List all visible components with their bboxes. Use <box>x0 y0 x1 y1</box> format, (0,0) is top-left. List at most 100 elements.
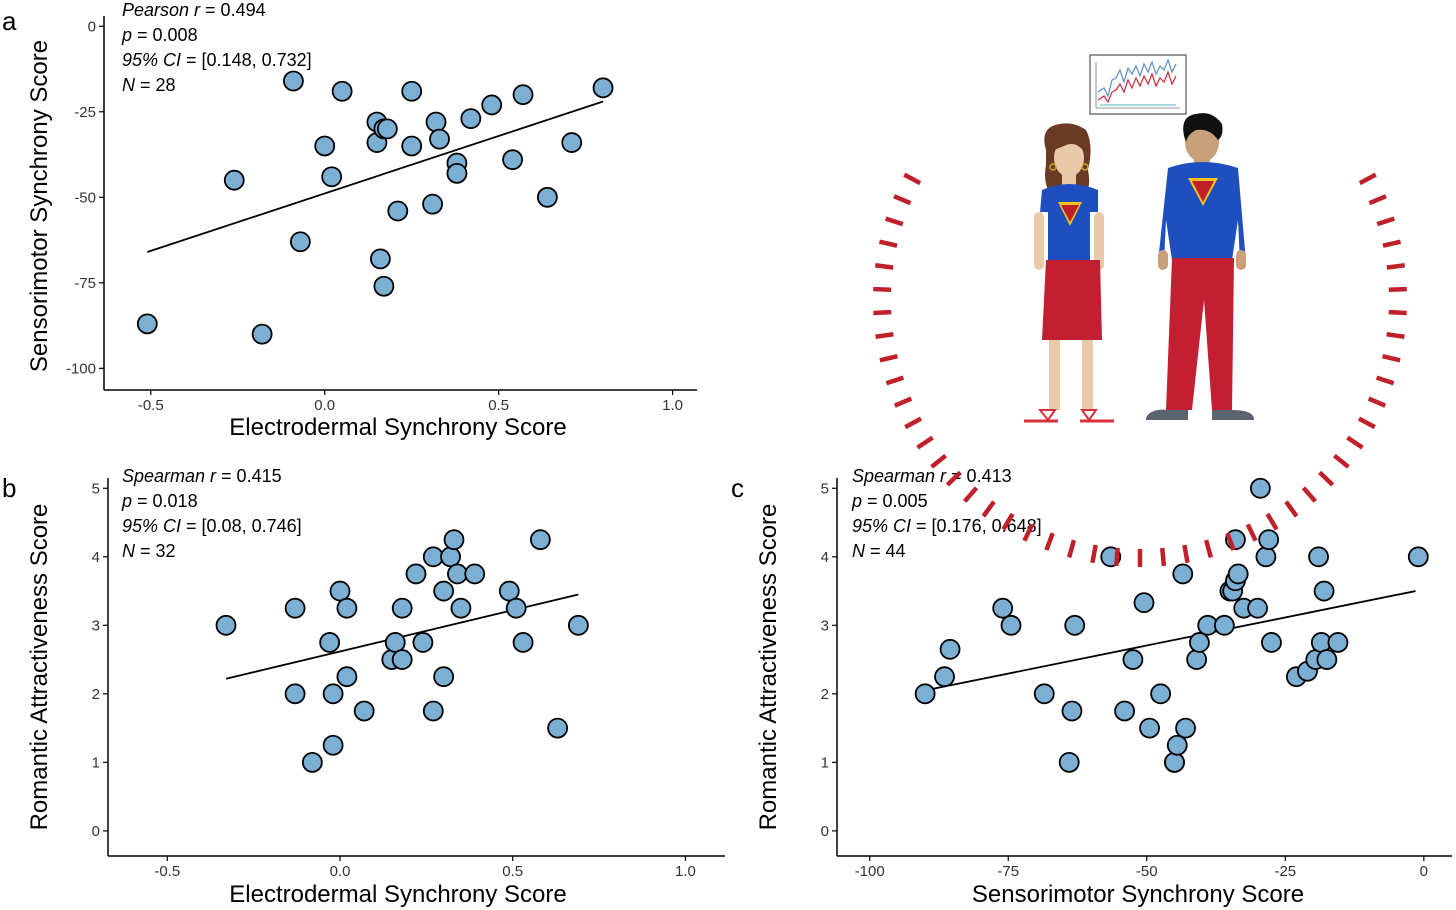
panel-a-point <box>387 200 409 222</box>
panel-b-point <box>447 563 468 585</box>
panel-b-point <box>443 529 465 551</box>
panel-c-scatter: 0 1 2 3 4 5 -100 -75 -50 -25 0 Sensorimotor Synchr… <box>755 466 1452 908</box>
panel-a-ticks: 0 -25 -50 -75 -100 -0.5 0.0 0.5 1.0 <box>66 18 683 414</box>
panel-letter-c: c <box>731 473 744 503</box>
panel-c-point <box>992 597 1014 619</box>
panel-b-point <box>498 580 520 602</box>
panel-a-point <box>136 313 158 335</box>
panel-a-point <box>401 80 423 102</box>
panel-c-xtick-label: 0 <box>1420 863 1428 880</box>
panel-a-point <box>425 111 447 133</box>
arc-dash <box>903 172 922 186</box>
arc-dash <box>1044 532 1055 551</box>
arc-dash <box>878 239 898 248</box>
panel-b-point <box>384 632 406 653</box>
panel-b-point <box>567 614 589 636</box>
panel-b-scatter: 0 1 2 3 4 5 -0.5 0.0 0.5 1.0 Electrodermal Synchr… <box>26 466 725 908</box>
panel-b-point <box>301 751 323 773</box>
panel-a-stat-p: p = 0.008 <box>121 25 198 45</box>
arc-dash <box>1160 547 1167 567</box>
arc-dash <box>930 453 948 469</box>
arc-dash <box>1346 435 1364 450</box>
panel-b-point <box>440 546 461 568</box>
panel-a-point <box>481 94 503 116</box>
panel-a-y-title: Sensorimotor Synchrony Score <box>26 40 53 372</box>
man-figure <box>1146 113 1254 420</box>
panel-c-points <box>914 477 1429 773</box>
panel-a-point <box>373 275 395 297</box>
arc-dash <box>1001 512 1015 531</box>
panel-c-y-title: Romantic Attractiveness Score <box>755 504 782 831</box>
panel-a-points <box>136 70 614 345</box>
panel-b-point <box>391 597 413 619</box>
panel-b-point <box>464 563 486 585</box>
panel-c-point <box>1064 614 1086 636</box>
arc-dash <box>1376 216 1395 227</box>
panel-b-point <box>336 597 358 619</box>
panel-c-stat-p: p = 0.005 <box>851 491 928 511</box>
panel-c-ticks: 0 1 2 3 4 5 -100 -75 -50 -25 0 <box>821 480 1428 880</box>
panel-c-point <box>1316 649 1338 670</box>
woman-figure <box>1024 123 1114 423</box>
panel-b-point <box>422 700 444 722</box>
panel-b-point <box>512 632 534 653</box>
panel-a-point <box>460 108 482 130</box>
arc-dash <box>1375 375 1395 386</box>
arc-dash <box>1113 547 1120 567</box>
panel-c-point <box>1247 597 1268 619</box>
panel-a-point <box>376 118 398 140</box>
panel-c-point <box>1150 683 1172 705</box>
panel-c-xtick-label: -50 <box>1136 863 1158 880</box>
panel-b-ytick-label: 0 <box>92 823 100 840</box>
panel-a-point <box>512 84 534 106</box>
panel-a-point <box>536 186 558 208</box>
arc-dash <box>1357 416 1376 430</box>
arc-dash <box>879 354 898 363</box>
panel-c-point <box>1058 751 1080 773</box>
panel-c-point <box>1255 546 1277 568</box>
panel-a-point <box>331 80 353 102</box>
panel-b-xtick-label: -0.5 <box>154 863 180 880</box>
panel-a-point <box>369 248 391 270</box>
panel-c-point <box>1133 592 1155 614</box>
panel-c-point <box>934 666 955 688</box>
arc-dash <box>885 375 905 386</box>
panel-a-fit-line <box>147 100 604 253</box>
panel-b-ytick-label: 4 <box>92 549 100 566</box>
panel-a-point <box>314 135 336 157</box>
panel-c-point <box>1189 632 1210 653</box>
arc-dash <box>1090 544 1098 564</box>
panel-c-ytick-label: 5 <box>821 480 829 497</box>
red-dashed-arc <box>873 172 1407 567</box>
panel-a-x-title: Electrodermal Synchrony Score <box>229 414 566 441</box>
panel-a-xtick-label: -0.5 <box>138 397 164 414</box>
panel-b-stat-p: p = 0.018 <box>121 491 198 511</box>
arc-dash <box>1368 194 1387 206</box>
panel-c-point <box>1172 563 1194 585</box>
panel-b-xtick-label: 0.0 <box>330 863 351 880</box>
panel-c-point <box>1258 529 1280 551</box>
panel-b-ytick-label: 1 <box>92 754 100 771</box>
panel-a-point <box>446 162 468 184</box>
panel-b-point <box>529 529 551 551</box>
panel-c-point <box>914 683 936 705</box>
arc-dash <box>1301 486 1318 503</box>
panel-b-point <box>547 717 569 739</box>
panel-c-point <box>1139 717 1160 739</box>
panel-c-fit-line <box>924 590 1416 692</box>
arc-dash <box>1386 263 1406 270</box>
panel-c-point <box>1227 563 1249 585</box>
panel-a-ytick-label: -75 <box>74 275 96 292</box>
panel-b-ytick-label: 3 <box>92 617 100 634</box>
panel-b-x-title: Electrodermal Synchrony Score <box>229 881 566 908</box>
arc-dash <box>885 216 904 227</box>
panel-c-point <box>1175 717 1196 739</box>
panel-b-xtick-label: 0.5 <box>502 863 523 880</box>
arc-dash <box>945 470 962 487</box>
panel-b-point <box>391 649 413 670</box>
arc-dash <box>893 194 912 206</box>
panel-c-ytick-label: 0 <box>821 823 829 840</box>
panel-c-point <box>1000 614 1022 636</box>
panel-a-xtick-label: 1.0 <box>662 397 683 414</box>
arc-dash <box>873 309 892 316</box>
